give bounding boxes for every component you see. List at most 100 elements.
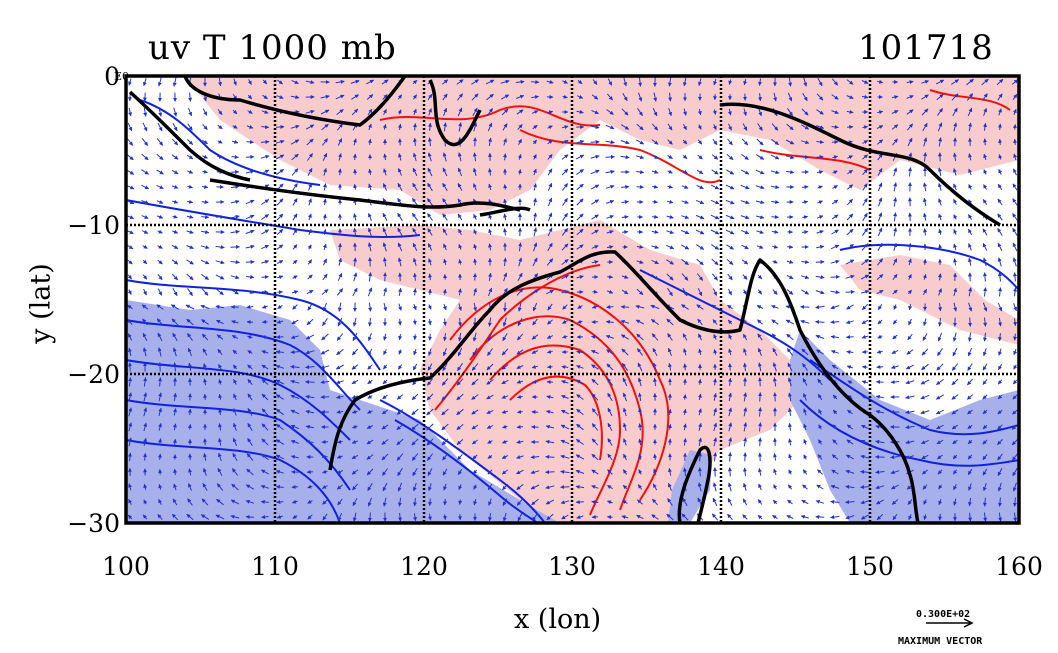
wind-vector bbox=[202, 169, 208, 174]
wind-vector bbox=[591, 260, 599, 265]
wind-vector bbox=[292, 213, 298, 221]
wind-vector bbox=[172, 122, 178, 132]
wind-vector bbox=[322, 198, 327, 206]
wind-vector bbox=[861, 243, 869, 251]
y-tick-label: 0 bbox=[104, 62, 120, 91]
wind-vector bbox=[951, 79, 960, 85]
wind-vector bbox=[503, 198, 508, 205]
wind-vector bbox=[561, 259, 569, 265]
wind-vector bbox=[816, 244, 825, 249]
wind-vector bbox=[893, 242, 898, 251]
wind-vector bbox=[322, 243, 327, 251]
wind-vector bbox=[622, 230, 629, 235]
wind-vector bbox=[411, 197, 419, 206]
vector-legend-arrow bbox=[926, 618, 974, 628]
wind-vector bbox=[261, 199, 270, 205]
warm-region-central bbox=[330, 220, 800, 523]
y-axis-label: y (lat) bbox=[25, 263, 57, 344]
wind-vector bbox=[262, 79, 268, 85]
wind-vector bbox=[291, 153, 299, 161]
wind-vector bbox=[576, 110, 584, 114]
wind-vector bbox=[953, 183, 957, 191]
wind-vector bbox=[320, 109, 330, 115]
wind-vector bbox=[892, 258, 898, 266]
wind-vector bbox=[368, 123, 372, 131]
wind-vector bbox=[697, 139, 703, 145]
wind-vector bbox=[232, 109, 238, 115]
wind-vector bbox=[276, 228, 284, 236]
wind-vector bbox=[893, 167, 898, 177]
wind-vector bbox=[305, 124, 315, 130]
wind-vector bbox=[532, 379, 538, 384]
wind-vector bbox=[201, 215, 210, 220]
wind-vector bbox=[1012, 93, 1018, 100]
wind-vector bbox=[413, 123, 417, 131]
x-tick-label: 110 bbox=[251, 552, 299, 581]
wind-vector bbox=[412, 108, 417, 116]
wind-vector bbox=[683, 123, 687, 131]
wind-vector bbox=[322, 273, 328, 281]
wind-vector bbox=[636, 155, 645, 160]
wind-vector bbox=[922, 182, 927, 192]
wind-vector bbox=[442, 182, 448, 192]
wind-vector bbox=[1012, 257, 1017, 267]
wind-vector bbox=[427, 167, 433, 177]
wind-vector bbox=[338, 257, 343, 266]
wind-vector bbox=[788, 77, 793, 87]
wind-vector bbox=[785, 155, 795, 160]
wind-vector bbox=[953, 122, 958, 132]
wind-vector bbox=[322, 138, 328, 146]
wind-vector bbox=[412, 137, 417, 146]
wind-vector bbox=[651, 169, 659, 174]
wind-vector bbox=[261, 229, 270, 235]
wind-vector bbox=[547, 125, 553, 130]
wind-vector bbox=[953, 168, 957, 176]
wind-vector bbox=[576, 228, 584, 236]
wind-vector bbox=[952, 107, 958, 117]
wind-vector bbox=[233, 78, 237, 86]
wind-vector bbox=[893, 197, 898, 207]
wind-vector bbox=[576, 183, 584, 191]
wind-vector bbox=[187, 199, 194, 204]
wind-vector bbox=[607, 93, 613, 101]
wind-vector bbox=[546, 80, 554, 84]
wind-vector bbox=[561, 228, 569, 236]
wind-vector bbox=[353, 227, 357, 236]
wind-vector bbox=[247, 79, 252, 85]
wind-vector bbox=[412, 257, 417, 266]
wind-vector bbox=[832, 185, 838, 190]
wind-vector bbox=[458, 259, 463, 265]
wind-vector bbox=[473, 229, 478, 235]
wind-vector bbox=[997, 198, 1003, 206]
wind-vector bbox=[217, 154, 224, 159]
wind-vector bbox=[488, 228, 493, 236]
wind-vector bbox=[561, 154, 569, 160]
wind-vector bbox=[503, 213, 508, 221]
wind-vector bbox=[801, 230, 809, 235]
wind-vector bbox=[755, 200, 765, 205]
wind-vector bbox=[683, 108, 687, 116]
wind-vector bbox=[800, 140, 810, 145]
wind-vector bbox=[997, 242, 1003, 252]
wind-vector bbox=[651, 154, 659, 160]
wind-vector bbox=[323, 258, 327, 266]
wind-vector bbox=[968, 122, 973, 132]
wind-vector bbox=[353, 257, 358, 267]
wind-vector bbox=[968, 317, 973, 327]
wind-vector bbox=[651, 245, 659, 249]
wind-vector bbox=[817, 185, 823, 190]
wind-vector bbox=[893, 182, 898, 192]
wind-vector bbox=[561, 274, 569, 280]
wind-vector bbox=[816, 125, 825, 129]
wind-vector bbox=[485, 79, 495, 85]
wind-vector bbox=[533, 183, 537, 191]
wind-vector bbox=[443, 258, 448, 266]
wind-vector bbox=[411, 212, 419, 221]
wind-vector bbox=[620, 155, 630, 160]
wind-vector bbox=[292, 198, 298, 206]
wind-vector bbox=[397, 212, 403, 222]
wind-vector bbox=[397, 109, 402, 115]
wind-vector bbox=[456, 79, 464, 85]
wind-vector bbox=[366, 79, 375, 85]
wind-vector bbox=[323, 183, 327, 191]
